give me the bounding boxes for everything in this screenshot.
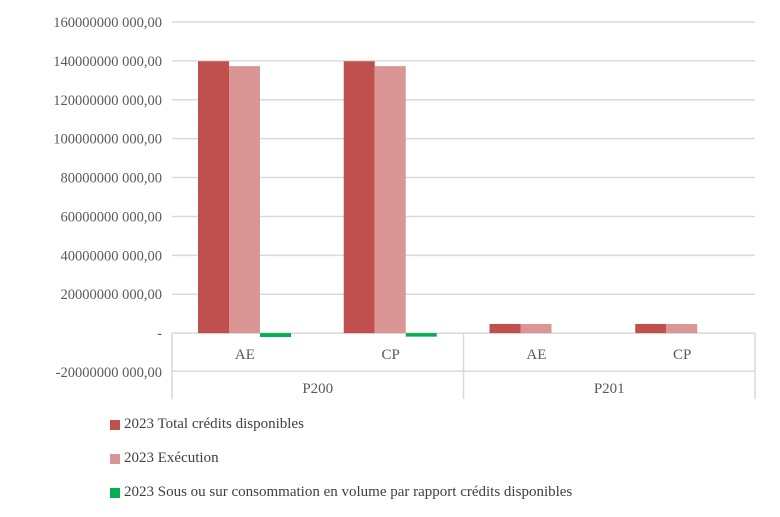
legend-label-variance: 2023 Sous ou sur consommation en volume … [124,484,573,500]
legend-swatch-total [110,419,120,430]
y-tick-label: 80000000 000,00 [61,171,163,187]
bar-0-1 [343,61,375,334]
x-group-label: P200 [302,381,333,397]
bar-1-3 [666,323,698,334]
bar-1-0 [229,66,260,334]
x-group-label: P201 [594,381,625,397]
bar-1-1 [374,66,406,334]
y-tick-label: 100000000 000,00 [53,132,162,148]
legend-swatch-variance [110,487,120,498]
y-tick-label: -20000000 000,00 [56,365,162,381]
x-category-label: CP [673,347,691,363]
y-tick-label: 120000000 000,00 [53,93,162,109]
y-tick-label: 20000000 000,00 [61,287,163,303]
legend-item-execution: 2023 Exécution [110,450,219,467]
bar-0-0 [198,61,229,334]
x-category-label: AE [526,347,546,363]
y-tick-label: 60000000 000,00 [61,209,163,225]
legend-item-total: 2023 Total crédits disponibles [110,416,304,433]
x-category-label: CP [381,347,399,363]
bar-1-2 [520,323,552,334]
legend-label-execution: 2023 Exécution [124,450,219,466]
legend-item-variance: 2023 Sous ou sur consommation en volume … [110,484,572,501]
y-tick-label: - [157,326,162,342]
x-category-label: AE [235,347,255,363]
y-tick-label: 160000000 000,00 [53,15,162,31]
y-tick-label: 140000000 000,00 [53,54,162,70]
bar-0-2 [489,323,521,334]
legend-label-total: 2023 Total crédits disponibles [124,416,304,432]
bar-2-1 [405,333,437,337]
legend-swatch-execution [110,453,120,464]
bar-2-0 [260,333,291,337]
bar-0-3 [635,323,667,334]
bar-chart: -20000000 000,00-20000000 000,0040000000… [53,15,756,400]
y-tick-label: 40000000 000,00 [61,248,163,264]
